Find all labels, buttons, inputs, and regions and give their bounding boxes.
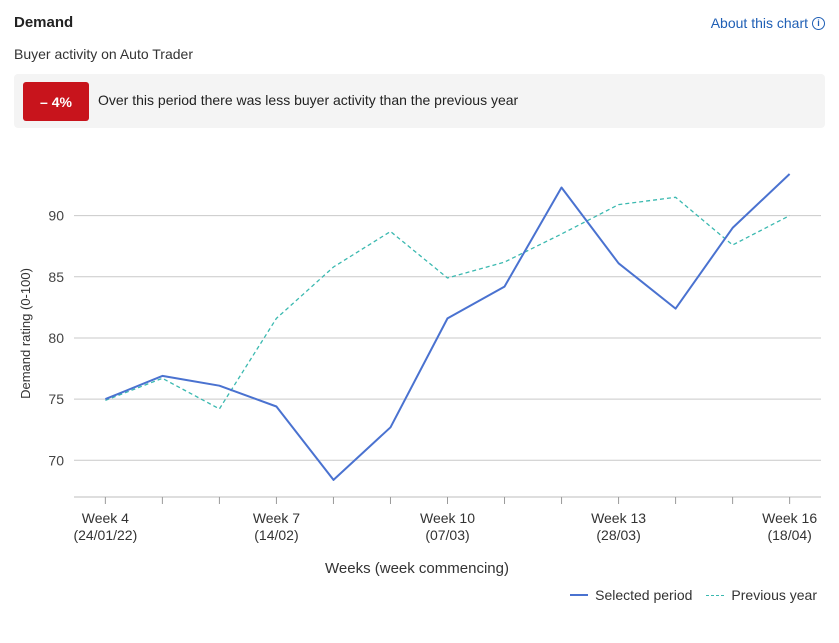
x-tick-label: Week 7: [253, 510, 300, 526]
change-badge: – 4%: [23, 82, 89, 121]
x-tick-sublabel: (28/03): [596, 527, 640, 543]
chart-legend: Selected period Previous year: [570, 587, 817, 603]
legend-swatch-solid: [570, 594, 589, 596]
x-axis-title: Weeks (week commencing): [325, 560, 509, 577]
about-chart-link[interactable]: About this chart i: [711, 15, 825, 31]
summary-text: Over this period there was less buyer ac…: [98, 92, 519, 108]
x-tick-label: Week 16: [762, 510, 817, 526]
selected-period-line: [105, 173, 791, 481]
x-tick-sublabel: (18/04): [767, 527, 811, 543]
about-chart-label: About this chart: [710, 15, 808, 31]
x-tick-sublabel: (07/03): [425, 527, 469, 543]
y-tick-label: 90: [48, 208, 64, 224]
legend-label-previous: Previous year: [731, 587, 817, 603]
demand-summary-banner: – 4% Over this period there was less buy…: [14, 74, 825, 128]
y-tick-label: 75: [48, 391, 64, 407]
previous-year-line: [105, 196, 790, 410]
x-tick-sublabel: (14/02): [254, 527, 298, 543]
demand-line-chart: 70 75 80 85 90 Week 4(24/01/22) Week 7(14/02) W…: [18, 173, 821, 577]
info-icon: i: [812, 16, 825, 30]
legend-item-previous: Previous year: [706, 587, 817, 603]
legend-item-selected: Selected period: [570, 587, 692, 603]
card-subtitle: Buyer activity on Auto Trader: [14, 46, 193, 62]
y-tick-label: 85: [48, 269, 64, 285]
y-tick-label: 70: [48, 452, 64, 468]
legend-swatch-dashed: [706, 594, 725, 596]
x-tick-label: Week 10: [420, 510, 475, 526]
x-tick-label: Week 4: [82, 510, 129, 526]
legend-label-selected: Selected period: [595, 587, 693, 603]
x-tick-sublabel: (24/01/22): [73, 527, 137, 543]
card-title: Demand: [14, 14, 74, 31]
y-axis-title: Demand rating (0-100): [18, 268, 33, 399]
y-tick-label: 80: [48, 330, 64, 346]
x-tick-label: Week 13: [591, 510, 646, 526]
